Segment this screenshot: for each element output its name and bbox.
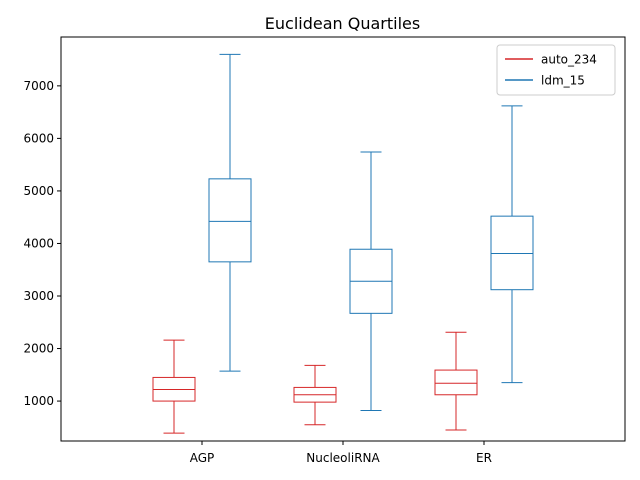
x-tick-label: AGP [190, 451, 215, 465]
legend-label: ldm_15 [541, 74, 585, 88]
x-tick-label: NucleoliRNA [306, 451, 380, 465]
x-tick-label: ER [476, 451, 492, 465]
y-tick-label: 5000 [23, 184, 54, 198]
legend-box [496, 44, 616, 96]
box-auto_234-NucleoliRNA [293, 364, 337, 426]
iqr-box [434, 369, 478, 396]
y-tick-label: 7000 [23, 79, 54, 93]
chart-title: Euclidean Quartiles [265, 14, 420, 33]
y-tick-label: 3000 [23, 289, 54, 303]
box-ldm_15-NucleoliRNA [349, 151, 393, 412]
box-ldm_15-AGP [208, 53, 252, 372]
y-tick-label: 2000 [23, 342, 54, 356]
legend: auto_234 ldm_15 [496, 44, 616, 96]
legend-label: auto_234 [541, 53, 597, 67]
box-auto_234-ER [434, 331, 478, 431]
iqr-box [490, 215, 534, 291]
axes-frame [60, 36, 626, 442]
box-auto_234-AGP [152, 339, 196, 434]
plot-area: 1000 2000 3000 4000 5000 6000 7000 AGP NucleoliR… [23, 36, 626, 465]
y-tick-label: 1000 [23, 394, 54, 408]
iqr-box [208, 178, 252, 263]
y-tick-label: 4000 [23, 236, 54, 250]
box-ldm_15-ER [490, 105, 534, 384]
y-tick-label: 6000 [23, 131, 54, 145]
